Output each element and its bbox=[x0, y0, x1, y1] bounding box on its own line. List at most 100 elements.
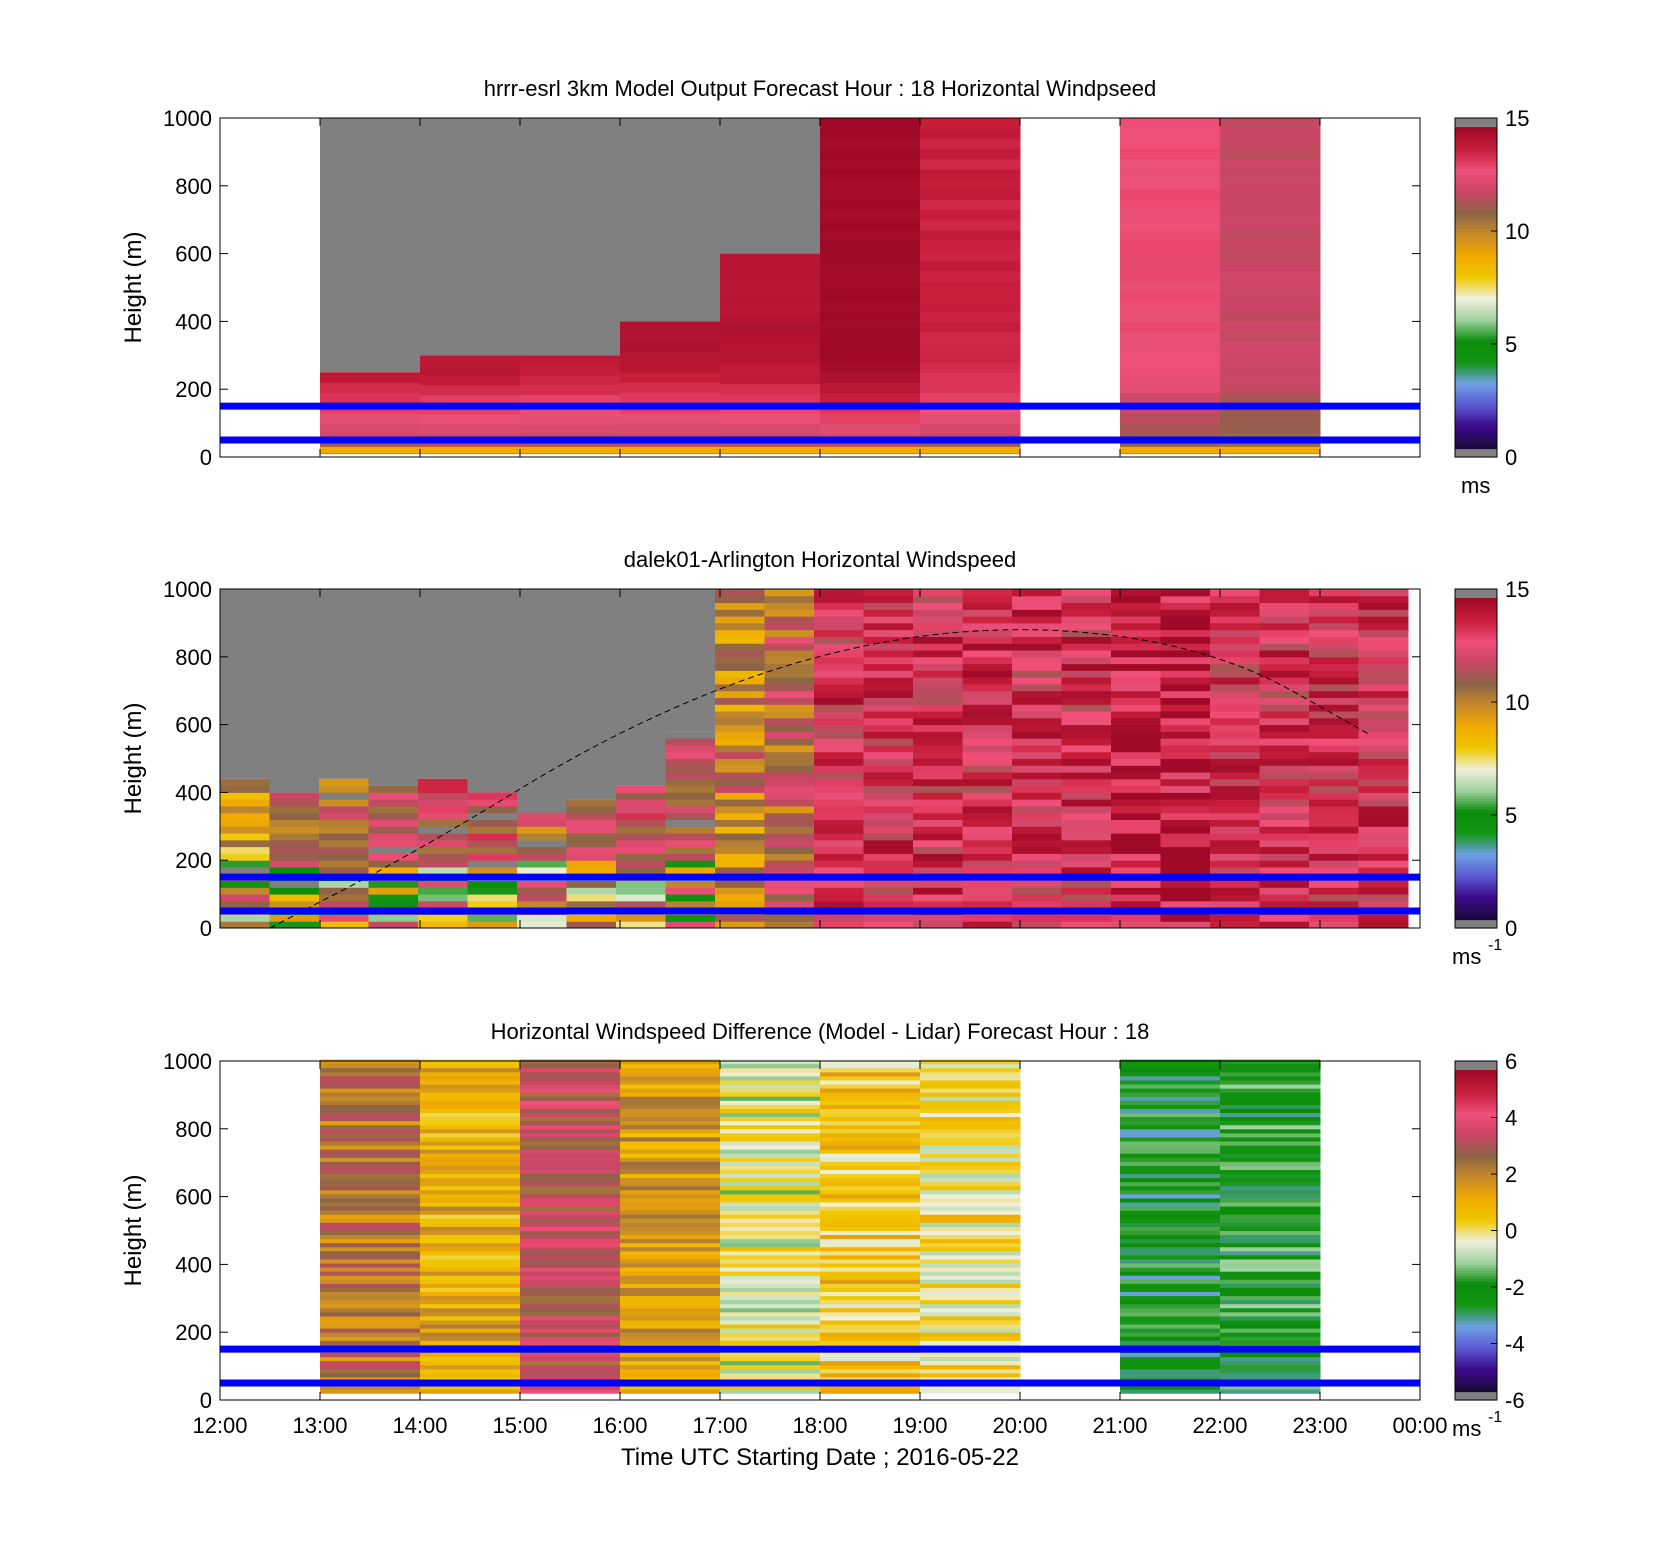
heatmap-cell bbox=[1120, 1283, 1221, 1288]
colorbar-swatch bbox=[1455, 871, 1497, 875]
heatmap-cell bbox=[220, 880, 270, 888]
heatmap-cell bbox=[962, 921, 1013, 929]
heatmap-cell bbox=[320, 1067, 421, 1073]
heatmap-cell bbox=[1120, 1246, 1221, 1252]
heatmap-cell bbox=[418, 805, 468, 814]
heatmap-cell bbox=[520, 1132, 621, 1138]
colorbar-swatch bbox=[1455, 1315, 1497, 1319]
heatmap-cell bbox=[320, 1112, 421, 1118]
colorbar-swatch bbox=[1455, 160, 1497, 164]
heatmap-cell bbox=[368, 846, 419, 854]
colorbar-swatch bbox=[1455, 659, 1497, 664]
heatmap-cell bbox=[616, 894, 666, 902]
heatmap-cell bbox=[962, 711, 1013, 719]
heatmap-cell bbox=[520, 1084, 621, 1089]
heatmap-cell bbox=[863, 670, 914, 678]
heatmap-cell bbox=[520, 1128, 621, 1134]
heatmap-cell bbox=[814, 704, 864, 712]
heatmap-cell bbox=[820, 148, 921, 160]
heatmap-cell bbox=[1120, 1258, 1221, 1264]
heatmap-cell bbox=[566, 880, 617, 888]
colorbar-swatch bbox=[1455, 1077, 1497, 1082]
heatmap-cell bbox=[1012, 589, 1062, 597]
heatmap-cell bbox=[820, 1128, 921, 1134]
heatmap-cell bbox=[420, 1332, 521, 1337]
heatmap-cell bbox=[1160, 609, 1211, 617]
heatmap-cell bbox=[620, 1059, 721, 1065]
colorbar-swatch bbox=[1455, 718, 1497, 723]
heatmap-cell bbox=[1220, 1222, 1321, 1227]
heatmap-cell bbox=[920, 1376, 1021, 1382]
colorbar-swatch bbox=[1455, 1094, 1497, 1099]
heatmap-cell bbox=[1120, 1254, 1221, 1260]
heatmap-cell bbox=[962, 738, 1013, 746]
colorbar-swatch bbox=[1455, 1368, 1497, 1373]
heatmap-cell bbox=[520, 1336, 621, 1341]
heatmap-cell bbox=[820, 1214, 921, 1219]
heatmap-cell bbox=[814, 792, 864, 800]
heatmap-cell bbox=[620, 1165, 721, 1170]
heatmap-cell bbox=[1309, 650, 1359, 658]
colorbar-swatch bbox=[1455, 293, 1497, 297]
colorbar-swatch bbox=[1455, 792, 1497, 796]
heatmap-cell bbox=[820, 1124, 921, 1130]
heatmap-cell bbox=[962, 846, 1013, 854]
heatmap-cell bbox=[1220, 1100, 1321, 1105]
y-tick-label: 400 bbox=[175, 309, 212, 334]
heatmap-cell bbox=[820, 1210, 921, 1215]
heatmap-cell bbox=[420, 1263, 521, 1268]
heatmap-cell bbox=[665, 738, 716, 746]
heatmap-cell bbox=[1061, 751, 1112, 759]
heatmap-cell bbox=[520, 1389, 621, 1394]
heatmap-cell bbox=[820, 1279, 921, 1284]
heatmap-cell bbox=[764, 670, 815, 678]
heatmap-cell bbox=[1358, 839, 1409, 848]
colorbar-swatch bbox=[1455, 707, 1497, 712]
colorbar-swatch bbox=[1455, 702, 1497, 706]
heatmap-cell bbox=[913, 853, 963, 861]
heatmap-cell bbox=[1210, 683, 1260, 692]
heatmap-cell bbox=[620, 1120, 721, 1126]
heatmap-cell bbox=[1160, 650, 1211, 658]
heatmap-cell bbox=[620, 1141, 721, 1146]
heatmap-cell bbox=[913, 589, 963, 597]
heatmap-cell bbox=[520, 1120, 621, 1126]
colorbar-swatch bbox=[1455, 1349, 1497, 1353]
colorbar-swatch bbox=[1455, 180, 1497, 184]
colorbar-swatch bbox=[1455, 1397, 1497, 1401]
heatmap-cell bbox=[320, 1079, 421, 1085]
x-tick-label: 16:00 bbox=[592, 1413, 647, 1438]
heatmap-cell bbox=[269, 853, 320, 861]
colorbar-swatch bbox=[1455, 273, 1497, 277]
heatmap-cell bbox=[620, 1250, 721, 1256]
heatmap-cell bbox=[320, 1250, 421, 1256]
heatmap-cell bbox=[1061, 921, 1112, 929]
colorbar-swatch bbox=[1455, 665, 1497, 669]
heatmap-cell bbox=[1120, 158, 1221, 170]
heatmap-cell bbox=[1012, 914, 1062, 922]
heatmap-cell bbox=[764, 711, 815, 719]
heatmap-cell bbox=[319, 812, 369, 821]
heatmap-cell bbox=[1061, 860, 1112, 868]
heatmap-cell bbox=[520, 1295, 621, 1301]
heatmap-cell bbox=[913, 839, 963, 848]
heatmap-cell bbox=[1120, 1389, 1221, 1394]
heatmap-cell bbox=[920, 1071, 1021, 1077]
colorbar-swatch bbox=[1455, 1371, 1497, 1376]
heatmap-cell bbox=[1220, 1368, 1321, 1374]
heatmap-cell bbox=[1259, 819, 1310, 827]
heatmap-cell bbox=[1120, 1279, 1221, 1284]
colorbar-swatch bbox=[1455, 324, 1497, 328]
heatmap-cell bbox=[319, 900, 369, 909]
heatmap-cell bbox=[820, 290, 921, 302]
heatmap-cell bbox=[1309, 819, 1359, 827]
colorbar-swatch bbox=[1455, 877, 1497, 881]
heatmap-cell bbox=[920, 1303, 1021, 1309]
heatmap-cell bbox=[1259, 731, 1310, 739]
colorbar-swatch bbox=[1455, 321, 1497, 325]
heatmap-cell bbox=[1220, 1088, 1321, 1093]
heatmap-cell bbox=[1012, 812, 1062, 821]
heatmap-cell bbox=[1120, 290, 1221, 302]
heatmap-cell bbox=[320, 1088, 421, 1093]
